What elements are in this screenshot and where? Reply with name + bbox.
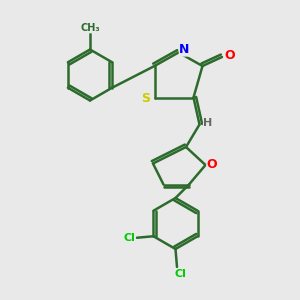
Text: Cl: Cl [174,268,186,279]
Text: CH₃: CH₃ [80,23,100,33]
Text: H: H [203,118,212,128]
Text: O: O [224,49,235,62]
Text: N: N [179,43,190,56]
Text: O: O [207,158,218,172]
Text: S: S [142,92,151,106]
Text: Cl: Cl [124,233,135,243]
